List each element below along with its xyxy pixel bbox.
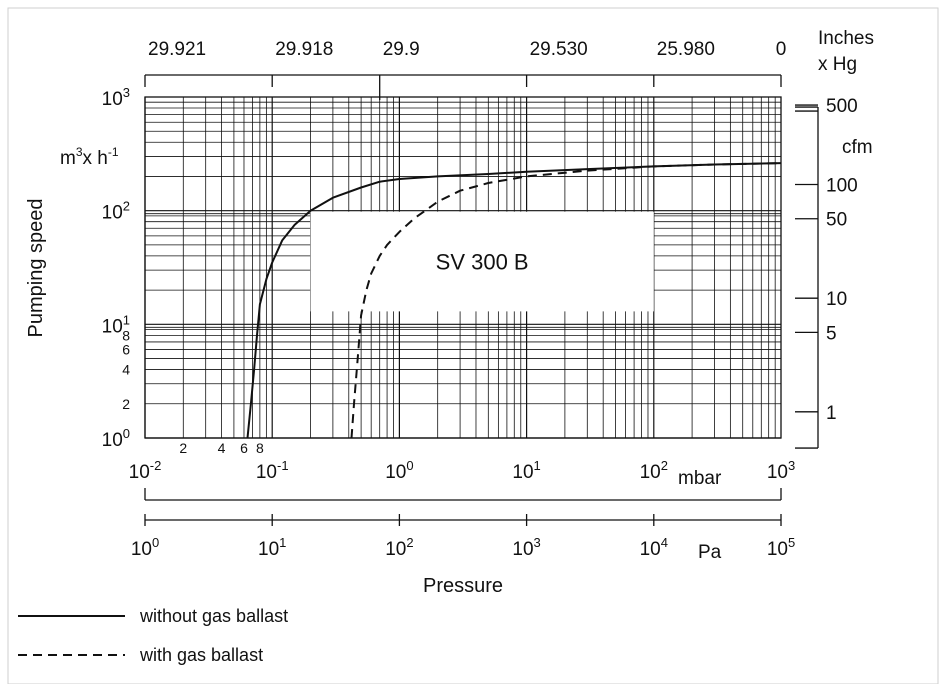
mbar-tick-label: 100 bbox=[385, 458, 413, 483]
y-axis-title: Pumping speed bbox=[25, 199, 47, 338]
inhg-tick-label: 29.918 bbox=[275, 39, 333, 60]
series-line-with-gas-ballast bbox=[350, 162, 782, 439]
plot-area bbox=[144, 96, 782, 439]
cfm-tick-label: 50 bbox=[826, 210, 847, 231]
figure-border bbox=[7, 7, 939, 684]
y-minor-tick-label-left: 2 bbox=[122, 396, 130, 412]
mbar-minor-tick-label: 2 bbox=[179, 440, 187, 456]
y-tick-label-left: 102 bbox=[102, 199, 130, 224]
pa-tick-label: 103 bbox=[512, 535, 540, 560]
pa-tick-label: 105 bbox=[767, 535, 795, 560]
y-minor-tick-label-left: 8 bbox=[122, 327, 130, 343]
mbar-tick-label: 102 bbox=[640, 458, 668, 483]
y-tick-label-left: 103 bbox=[102, 85, 130, 110]
y-tick-label-left: 100 bbox=[102, 426, 130, 451]
mbar-minor-tick-label: 6 bbox=[240, 440, 248, 456]
mbar-minor-tick-label: 8 bbox=[256, 440, 264, 456]
x-axis-unit-inhg-line2: x Hg bbox=[818, 54, 857, 75]
series bbox=[246, 162, 782, 439]
cfm-tick-label: 10 bbox=[826, 289, 847, 310]
y-axis-unit-left: m3x h-1 bbox=[60, 145, 119, 169]
x-axis-unit-pa: Pa bbox=[698, 542, 722, 563]
pa-tick-label: 102 bbox=[385, 535, 413, 560]
inhg-tick-label: 29.530 bbox=[530, 39, 588, 60]
axes: 29.921 29.918 29.9 29.530 25.980 0 10-2 10-1 100… bbox=[102, 39, 858, 560]
inhg-tick-label: 25.980 bbox=[657, 39, 715, 60]
pa-tick-label: 101 bbox=[258, 535, 286, 560]
y-axis-unit-right: cfm bbox=[842, 137, 873, 158]
inhg-tick-label: 29.9 bbox=[383, 39, 420, 60]
mbar-tick-label: 10-1 bbox=[256, 458, 289, 483]
legend: without gas ballast with gas ballast bbox=[18, 606, 288, 665]
mbar-minor-tick-label: 4 bbox=[218, 440, 226, 456]
mbar-tick-label: 101 bbox=[512, 458, 540, 483]
mbar-tick-label: 103 bbox=[767, 458, 795, 483]
y-minor-tick-label-left: 4 bbox=[122, 362, 130, 378]
series-line-without-gas-ballast bbox=[246, 162, 782, 439]
legend-label-without-gas-ballast: without gas ballast bbox=[139, 606, 288, 626]
y-minor-tick-label-left: 6 bbox=[122, 342, 130, 358]
inhg-tick-label: 0 bbox=[776, 39, 787, 60]
y-tick-label-left: 101 bbox=[102, 312, 130, 337]
pa-tick-label: 100 bbox=[131, 535, 159, 560]
mbar-tick-label: 10-2 bbox=[129, 458, 162, 483]
inhg-tick-label: 29.921 bbox=[148, 39, 206, 60]
legend-label-with-gas-ballast: with gas ballast bbox=[139, 645, 263, 665]
x-axis-unit-mbar: mbar bbox=[678, 468, 722, 489]
model-label: SV 300 B bbox=[436, 250, 529, 275]
cfm-tick-label: 1 bbox=[826, 403, 837, 424]
cfm-tick-label: 5 bbox=[826, 323, 837, 344]
cfm-tick-label: 500 bbox=[826, 96, 858, 117]
x-axis-title: Pressure bbox=[423, 575, 503, 597]
pa-tick-label: 104 bbox=[640, 535, 668, 560]
cfm-tick-label: 100 bbox=[826, 176, 858, 197]
model-label-box bbox=[310, 211, 654, 312]
x-axis-unit-inhg-line1: Inches bbox=[818, 28, 874, 49]
